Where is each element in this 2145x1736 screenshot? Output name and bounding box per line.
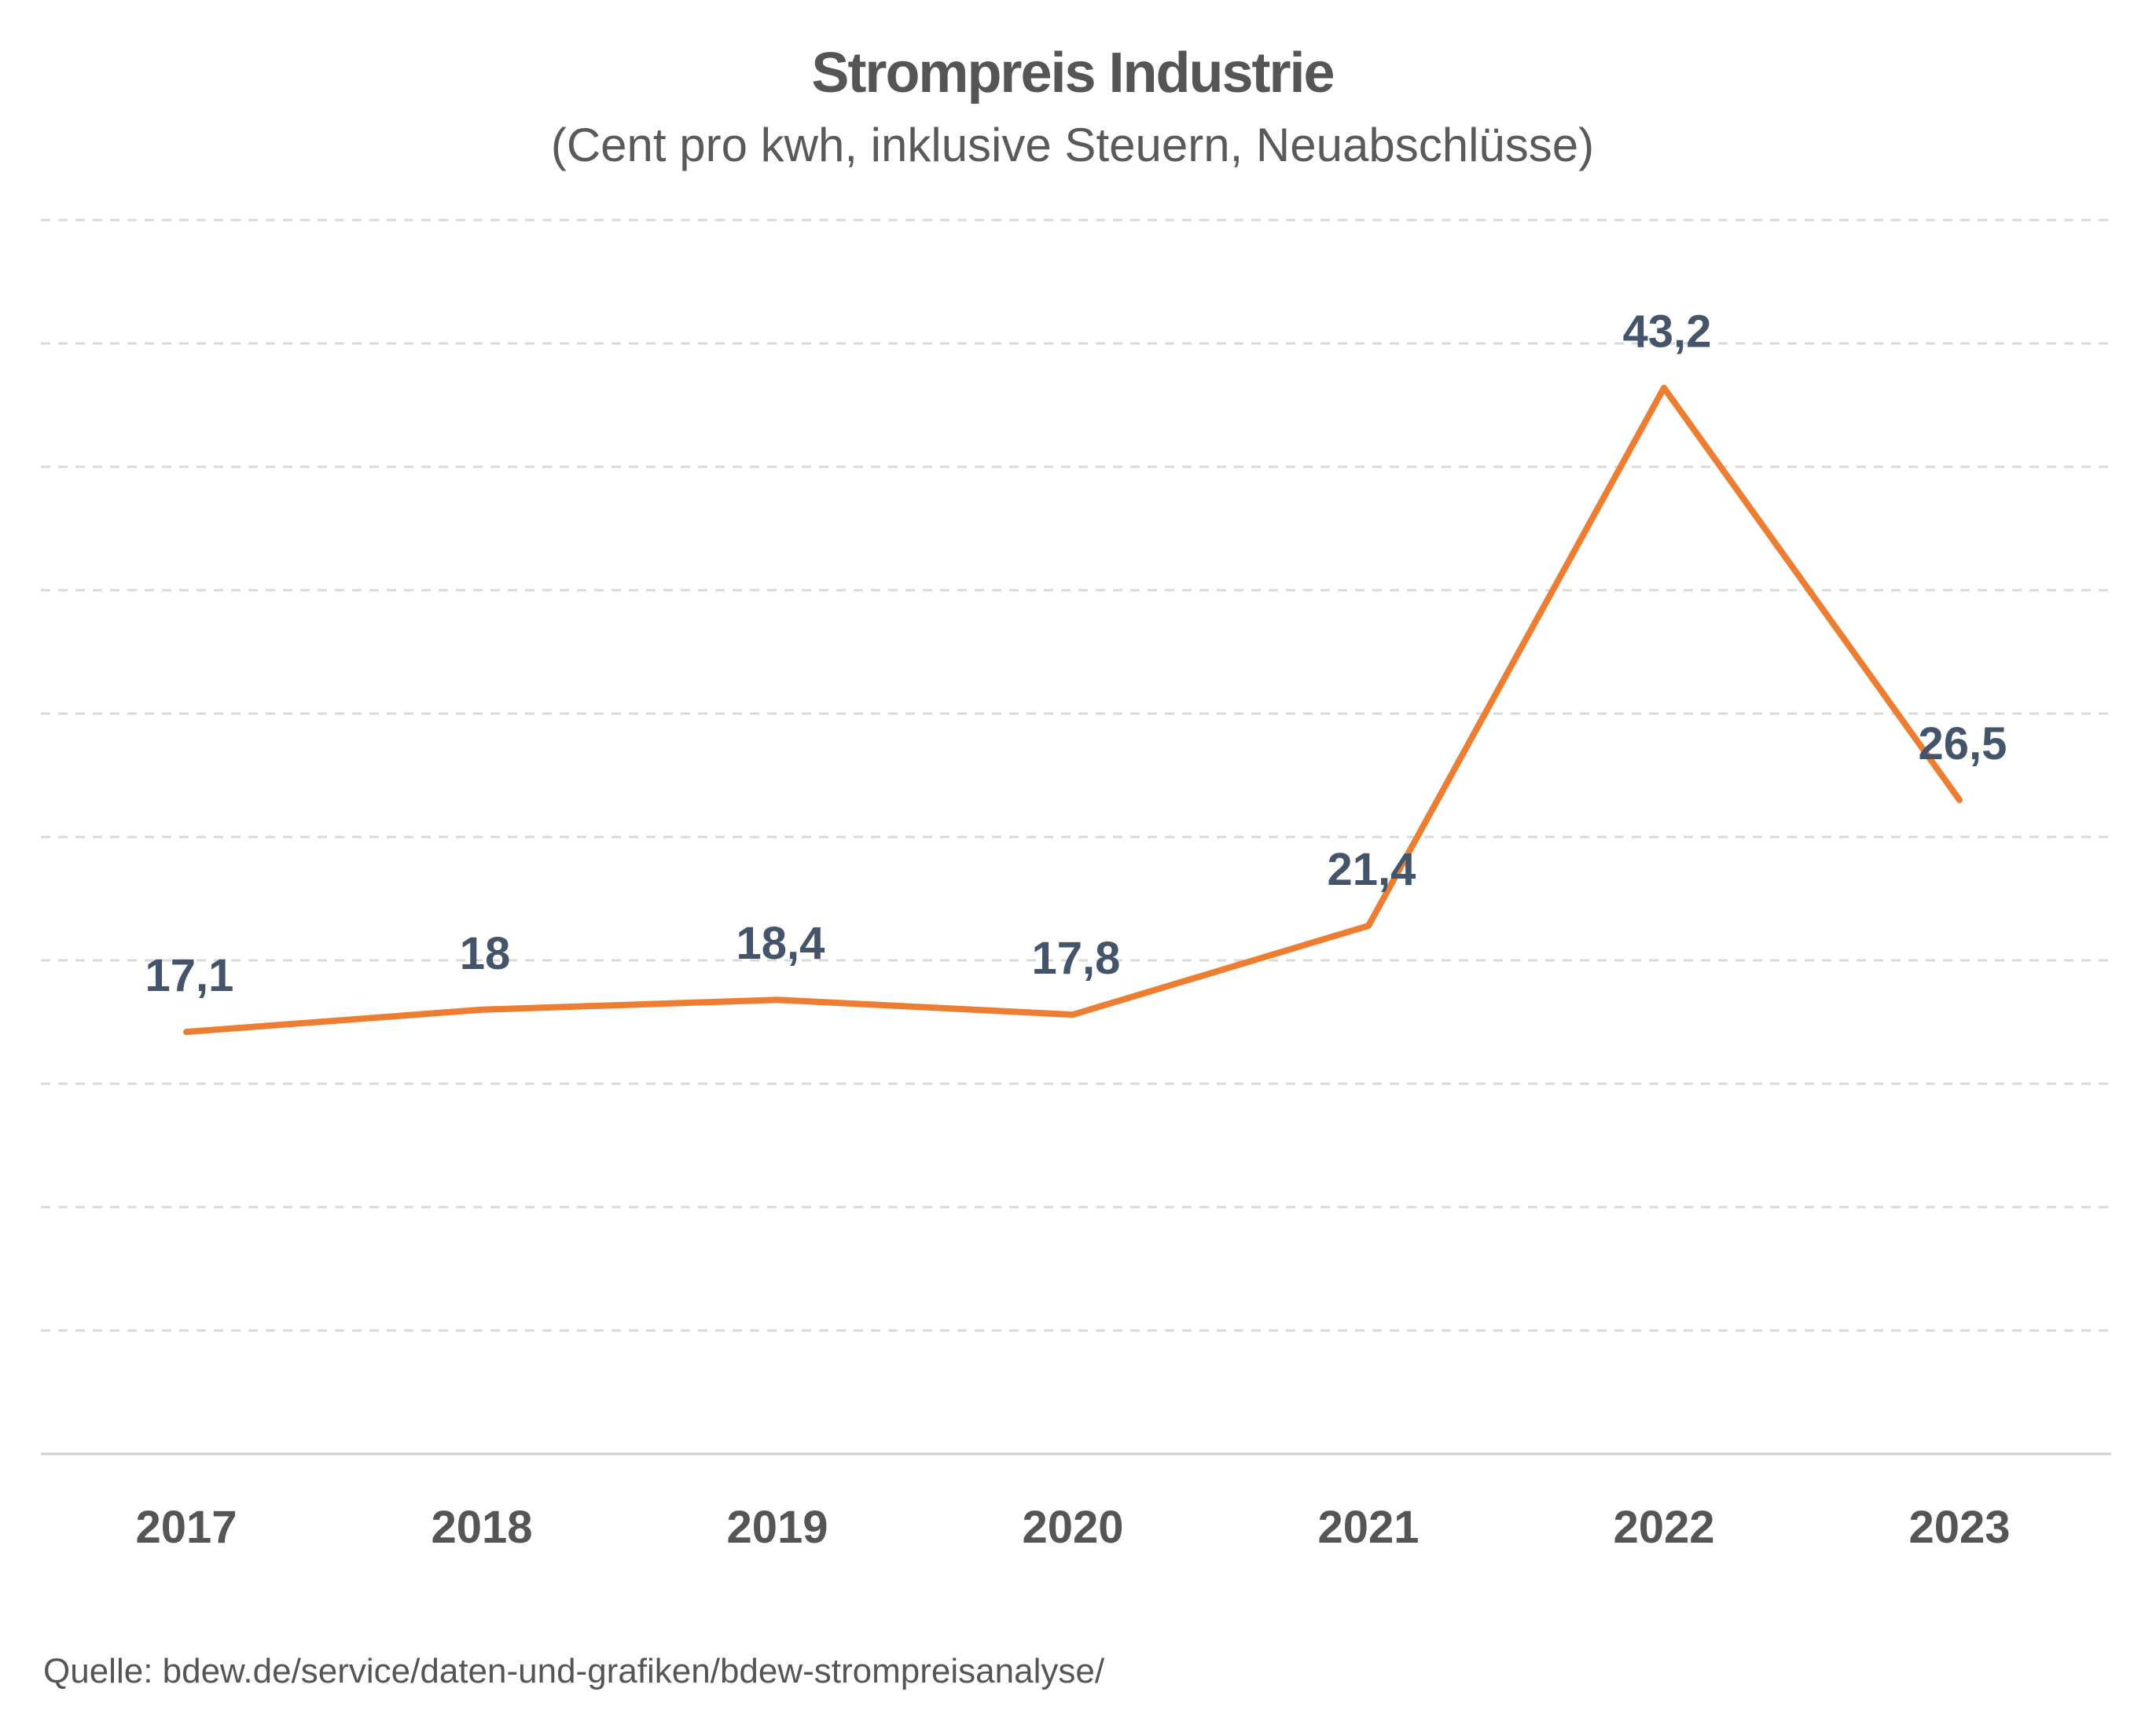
x-tick-label: 2019 [726,1502,828,1553]
data-labels: 17,1 18 18,4 17,8 21,4 43,2 26,5 [145,306,2007,1002]
data-label: 21,4 [1328,844,1416,895]
chart-subtitle: (Cent pro kwh, inklusive Steuern, Neuabs… [550,119,1595,171]
x-tick-label: 2020 [1022,1502,1123,1553]
data-label: 17,1 [145,950,234,1001]
series-group [183,384,1963,1036]
chart-title: Strompreis Industrie [811,42,1335,105]
gridlines [41,218,2111,1332]
data-label: 17,8 [1032,933,1121,984]
data-label: 43,2 [1623,306,1712,358]
x-axis-tick-labels: 2017 2018 2019 2020 2021 2022 2023 [135,1502,2010,1553]
x-tick-label: 2017 [135,1502,237,1553]
x-tick-label: 2018 [431,1502,532,1553]
data-label: 18 [460,928,511,979]
data-label: 18,4 [736,918,825,969]
x-tick-label: 2022 [1613,1502,1714,1553]
x-tick-label: 2023 [1908,1502,2010,1553]
x-tick-label: 2021 [1317,1502,1419,1553]
series-line [183,384,1963,1036]
data-label: 26,5 [1919,718,2007,769]
source-note: Quelle: bdew.de/service/daten-und-grafik… [43,1652,1105,1690]
